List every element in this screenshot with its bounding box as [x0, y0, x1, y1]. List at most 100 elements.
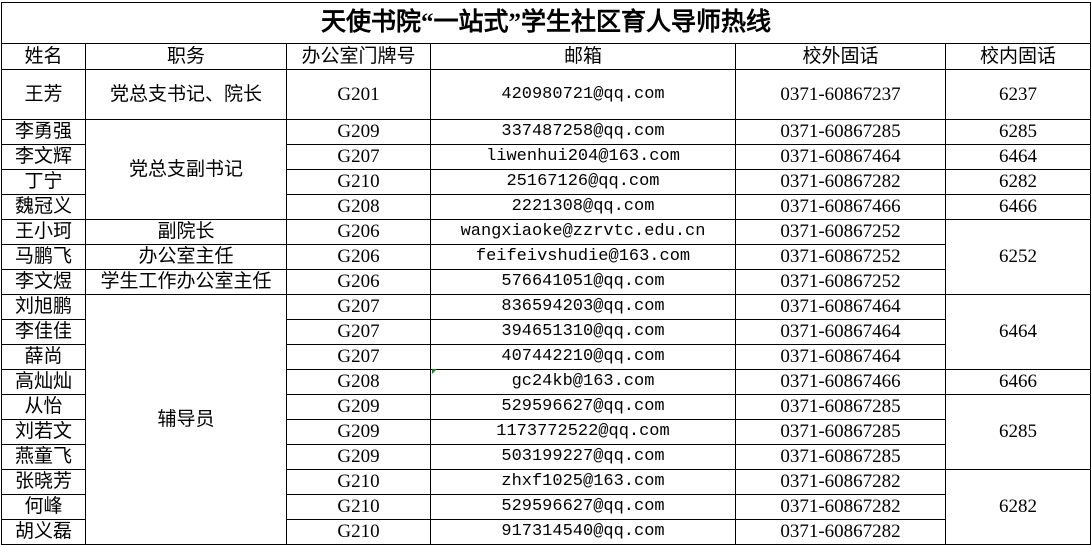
external-phone-cell[interactable]: 0371-60867252: [735, 219, 946, 245]
table-title[interactable]: 天使书院“一站式”学生社区育人导师热线: [1, 2, 1091, 44]
office-cell[interactable]: G207: [286, 319, 431, 345]
office-cell[interactable]: G210: [286, 519, 431, 545]
office-cell[interactable]: G210: [286, 169, 431, 195]
external-phone-cell[interactable]: 0371-60867282: [735, 169, 946, 195]
name-cell[interactable]: 魏冠义: [1, 194, 86, 220]
name-cell[interactable]: 张晓芳: [1, 469, 86, 495]
role-cell[interactable]: 党总支书记、院长: [85, 69, 287, 120]
external-phone-cell[interactable]: 0371-60867285: [735, 394, 946, 420]
table-row: 马鹏飞 办公室主任 G206 feifeivshudie@163.com 0371-60…: [1, 244, 1091, 270]
internal-phone-cell[interactable]: 6285: [945, 394, 1091, 470]
office-cell[interactable]: G207: [286, 294, 431, 320]
office-cell[interactable]: G201: [286, 69, 431, 120]
office-cell[interactable]: G206: [286, 269, 431, 295]
external-phone-cell[interactable]: 0371-60867252: [735, 269, 946, 295]
external-phone-cell[interactable]: 0371-60867237: [735, 69, 946, 120]
email-cell[interactable]: 407442210@qq.com: [430, 344, 736, 370]
name-cell[interactable]: 李佳佳: [1, 319, 86, 345]
external-phone-cell[interactable]: 0371-60867466: [735, 194, 946, 220]
office-cell[interactable]: G207: [286, 144, 431, 170]
name-cell[interactable]: 王小珂: [1, 219, 86, 245]
email-cell[interactable]: gc24kb@163.com: [430, 369, 736, 395]
header-email[interactable]: 邮箱: [430, 43, 736, 70]
office-cell[interactable]: G209: [286, 419, 431, 445]
external-phone-cell[interactable]: 0371-60867464: [735, 319, 946, 345]
name-cell[interactable]: 高灿灿: [1, 369, 86, 395]
table-row: 魏冠义 G208 2221308@qq.com 0371-60867466 6466: [1, 194, 1091, 220]
email-cell[interactable]: 529596627@qq.com: [430, 494, 736, 520]
email-cell[interactable]: 420980721@qq.com: [430, 69, 736, 120]
name-cell[interactable]: 李文辉: [1, 144, 86, 170]
header-name[interactable]: 姓名: [1, 43, 86, 70]
external-phone-cell[interactable]: 0371-60867466: [735, 369, 946, 395]
role-cell[interactable]: 学生工作办公室主任: [85, 269, 287, 295]
name-cell[interactable]: 从怡: [1, 394, 86, 420]
email-cell[interactable]: wangxiaoke@zzrvtc.edu.cn: [430, 219, 736, 245]
office-cell[interactable]: G209: [286, 119, 431, 145]
name-cell[interactable]: 丁宁: [1, 169, 86, 195]
external-phone-cell[interactable]: 0371-60867282: [735, 519, 946, 545]
email-cell[interactable]: 529596627@qq.com: [430, 394, 736, 420]
email-cell[interactable]: liwenhui204@163.com: [430, 144, 736, 170]
email-cell[interactable]: 394651310@qq.com: [430, 319, 736, 345]
name-cell[interactable]: 胡义磊: [1, 519, 86, 545]
external-phone-cell[interactable]: 0371-60867285: [735, 119, 946, 145]
internal-phone-cell[interactable]: 6466: [945, 194, 1091, 220]
external-phone-cell[interactable]: 0371-60867282: [735, 469, 946, 495]
office-cell[interactable]: G210: [286, 494, 431, 520]
office-cell[interactable]: G206: [286, 244, 431, 270]
external-phone-cell[interactable]: 0371-60867282: [735, 494, 946, 520]
name-cell[interactable]: 李文煜: [1, 269, 86, 295]
office-cell[interactable]: G206: [286, 219, 431, 245]
email-cell[interactable]: feifeivshudie@163.com: [430, 244, 736, 270]
table-row: 刘旭鹏 辅导员 G207 836594203@qq.com 0371-60867464 6…: [1, 294, 1091, 545]
external-phone-cell[interactable]: 0371-60867285: [735, 444, 946, 470]
internal-phone-cell[interactable]: 6464: [945, 294, 1091, 370]
external-phone-cell[interactable]: 0371-60867464: [735, 294, 946, 320]
external-phone-cell[interactable]: 0371-60867285: [735, 419, 946, 445]
name-cell[interactable]: 薛尚: [1, 344, 86, 370]
office-cell[interactable]: G210: [286, 469, 431, 495]
table-row: 高灿灿 G208 gc24kb@163.com 0371-60867466 6466: [1, 369, 1091, 395]
external-phone-cell[interactable]: 0371-60867464: [735, 344, 946, 370]
email-cell[interactable]: 2221308@qq.com: [430, 194, 736, 220]
office-cell[interactable]: G207: [286, 344, 431, 370]
name-cell[interactable]: 何峰: [1, 494, 86, 520]
internal-phone-cell[interactable]: 6237: [945, 69, 1091, 120]
email-cell[interactable]: 503199227@qq.com: [430, 444, 736, 470]
header-office[interactable]: 办公室门牌号: [286, 43, 431, 70]
internal-phone-cell[interactable]: 6282: [945, 169, 1091, 195]
email-cell[interactable]: 1173772522@qq.com: [430, 419, 736, 445]
email-cell[interactable]: 25167126@qq.com: [430, 169, 736, 195]
internal-phone-cell[interactable]: 6282: [945, 469, 1091, 545]
email-cell[interactable]: 337487258@qq.com: [430, 119, 736, 145]
role-cell[interactable]: 办公室主任: [85, 244, 287, 270]
header-role[interactable]: 职务: [85, 43, 287, 70]
internal-phone-cell[interactable]: 6464: [945, 144, 1091, 170]
internal-phone-cell[interactable]: 6466: [945, 369, 1091, 395]
email-cell[interactable]: 576641051@qq.com: [430, 269, 736, 295]
email-cell[interactable]: zhxf1025@163.com: [430, 469, 736, 495]
name-cell[interactable]: 刘若文: [1, 419, 86, 445]
office-cell[interactable]: G209: [286, 394, 431, 420]
role-cell[interactable]: 副院长: [85, 219, 287, 245]
name-cell[interactable]: 王芳: [1, 69, 86, 120]
office-cell[interactable]: G209: [286, 444, 431, 470]
email-cell[interactable]: 917314540@qq.com: [430, 519, 736, 545]
name-cell[interactable]: 马鹏飞: [1, 244, 86, 270]
role-cell[interactable]: 党总支副书记: [85, 119, 287, 220]
table-row: 王小珂 副院长 G206 wangxiaoke@zzrvtc.edu.cn 0371-6…: [1, 219, 1091, 295]
internal-phone-cell[interactable]: 6252: [945, 219, 1091, 295]
name-cell[interactable]: 燕童飞: [1, 444, 86, 470]
office-cell[interactable]: G208: [286, 369, 431, 395]
email-cell[interactable]: 836594203@qq.com: [430, 294, 736, 320]
name-cell[interactable]: 刘旭鹏: [1, 294, 86, 320]
office-cell[interactable]: G208: [286, 194, 431, 220]
header-internal-phone[interactable]: 校内固话: [945, 43, 1091, 70]
external-phone-cell[interactable]: 0371-60867252: [735, 244, 946, 270]
name-cell[interactable]: 李勇强: [1, 119, 86, 145]
role-cell[interactable]: 辅导员: [85, 294, 287, 545]
external-phone-cell[interactable]: 0371-60867464: [735, 144, 946, 170]
header-external-phone[interactable]: 校外固话: [735, 43, 946, 70]
internal-phone-cell[interactable]: 6285: [945, 119, 1091, 145]
